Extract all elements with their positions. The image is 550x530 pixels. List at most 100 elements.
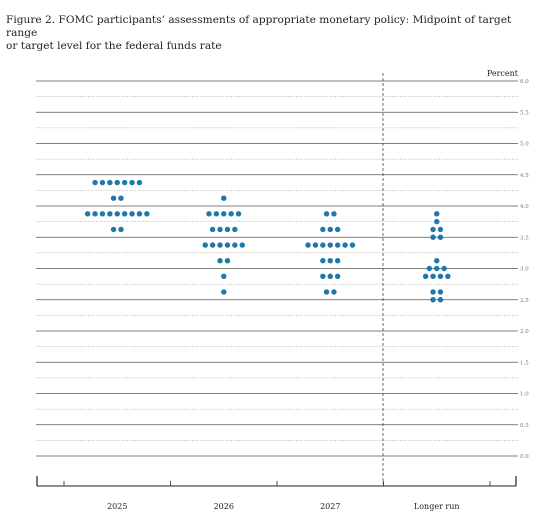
dot-point [441, 265, 447, 272]
dot-point [118, 195, 124, 201]
dot-point [221, 289, 227, 295]
dot-point [327, 242, 333, 248]
dot-point [327, 273, 333, 280]
dot-point [129, 179, 135, 186]
y-tick-label: 2.0 [520, 329, 529, 335]
y-tick-label: 3.0 [520, 267, 529, 273]
y-tick-label: 1.0 [520, 392, 529, 398]
dot-point [213, 211, 220, 217]
dot-point [121, 211, 128, 217]
dot-point [437, 297, 444, 303]
dot-point [209, 226, 216, 233]
dot-point [305, 242, 311, 248]
dot-point [84, 211, 91, 217]
dot-point [217, 226, 223, 233]
dot-point [232, 226, 238, 233]
dot-point [334, 257, 341, 264]
y-axis-tick-labels: 0.0 0.5 1.0 1.5 2.0 2.5 3.0 3.5 4.0 4.5 5.0 5.5 6.0 [520, 79, 529, 460]
dot-point [224, 226, 231, 233]
dot-point [136, 179, 143, 186]
dot-point [323, 211, 330, 217]
dot-point [331, 211, 337, 217]
dot-point [239, 242, 245, 248]
dot-point [437, 273, 444, 280]
figure-title-line-2: or target level for the federal funds ra… [6, 40, 222, 52]
y-tick-label: 6.0 [520, 79, 529, 85]
dot-point [144, 211, 150, 217]
dot-point [434, 218, 440, 225]
dot-point [327, 257, 333, 264]
category-label: 2026 [214, 502, 234, 511]
dot-point [434, 257, 440, 264]
dot-point [434, 211, 440, 217]
dot-point [107, 179, 113, 186]
y-tick-label: 0.0 [520, 454, 529, 460]
dot-point [221, 195, 227, 201]
y-tick-label: 1.5 [520, 360, 529, 366]
dot-point [121, 179, 128, 186]
dot-point [209, 242, 216, 248]
dot-point [323, 289, 330, 295]
x-axis-category-labels: 2025 2026 2027 Longer run [107, 502, 460, 511]
dot-point [228, 211, 234, 217]
dot-point [437, 234, 444, 240]
y-axis-unit-label: Percent [487, 69, 519, 78]
dot-point [224, 257, 231, 264]
dot-point [434, 265, 440, 272]
dot-point [334, 273, 341, 280]
dot-point [334, 242, 341, 248]
dot-point [422, 273, 429, 280]
dot-point [136, 211, 143, 217]
dot-point [327, 226, 333, 233]
dot-point [206, 211, 212, 217]
dot-point [202, 242, 208, 248]
dot-point [92, 211, 98, 217]
dot-point [217, 242, 223, 248]
dot-point [320, 226, 326, 233]
dot-point [110, 226, 117, 233]
dot-point [320, 273, 326, 280]
y-tick-label: 3.5 [520, 235, 529, 241]
y-tick-label: 5.0 [520, 142, 529, 148]
gridlines [36, 80, 518, 457]
category-label: 2027 [320, 502, 340, 511]
dot-point [99, 179, 106, 186]
y-tick-label: 4.0 [520, 204, 529, 210]
dot-point [118, 226, 124, 233]
dot-point [320, 257, 326, 264]
dot-point [99, 211, 106, 217]
y-tick-label: 4.5 [520, 173, 529, 179]
dot-point [235, 211, 242, 217]
y-tick-label: 0.5 [520, 423, 529, 429]
dot-point [224, 242, 231, 248]
dots [84, 179, 451, 303]
dot-point [129, 211, 135, 217]
dot-point [232, 242, 238, 248]
figure-title-line-1: Figure 2. FOMC participants’ assessments… [6, 14, 512, 39]
dot-point [342, 242, 348, 248]
dot-point [430, 234, 436, 240]
figure-title: Figure 2. FOMC participants’ assessments… [6, 14, 542, 53]
dot-point [114, 211, 120, 217]
dot-point [445, 273, 451, 280]
dot-point [110, 195, 117, 201]
dot-point [221, 273, 227, 280]
dot-point [221, 211, 227, 217]
dot-point [114, 179, 120, 186]
dot-point [217, 257, 223, 264]
dot-point [430, 273, 436, 280]
dot-point [334, 226, 341, 233]
dot-point [430, 226, 436, 233]
dot-point [426, 265, 433, 272]
dot-point [430, 297, 436, 303]
category-label: 2025 [107, 502, 127, 511]
dot-point [92, 179, 98, 186]
dot-point [437, 289, 444, 295]
dot-point [107, 211, 113, 217]
dot-point [430, 289, 436, 295]
y-tick-label: 2.5 [520, 298, 529, 304]
x-axis [36, 476, 517, 487]
dot-point [331, 289, 337, 295]
category-label: Longer run [414, 502, 460, 511]
